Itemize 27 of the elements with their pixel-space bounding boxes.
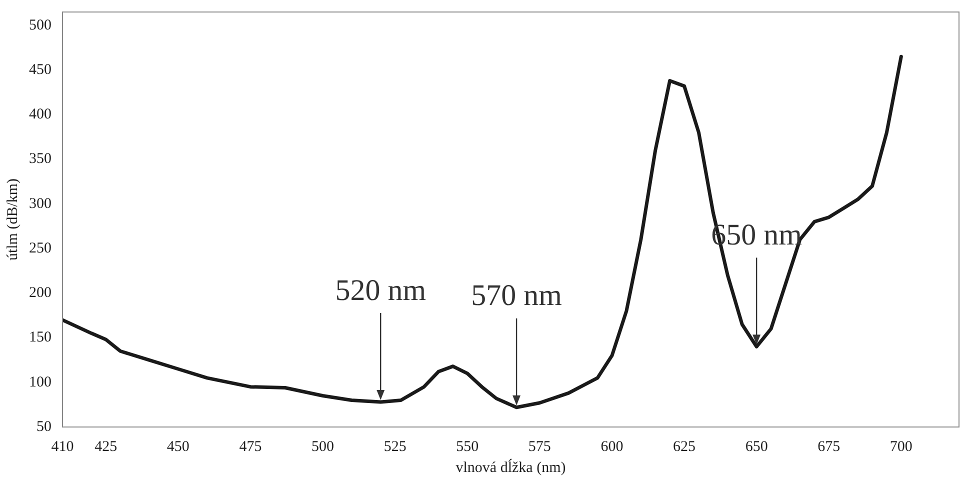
x-tick-label: 700 [890, 438, 912, 455]
x-tick-label: 600 [600, 438, 624, 455]
y-tick-label: 150 [29, 330, 52, 346]
x-tick-label: 500 [312, 438, 334, 455]
x-tick-label: 575 [528, 438, 551, 455]
x-tick-label: 650 [745, 438, 768, 455]
y-tick-label: 200 [29, 285, 52, 302]
x-tick-label: 410 [51, 438, 74, 455]
x-tick-label: 525 [384, 438, 406, 455]
x-tick-label: 450 [166, 438, 190, 455]
y-tick-label: 450 [29, 62, 52, 78]
x-axis-title: vlnová dĺžka (nm) [456, 458, 566, 476]
y-axis-title: útlm (dB/km) [4, 178, 21, 261]
y-tick-label: 400 [29, 106, 52, 123]
annotation: 570 nm [471, 279, 562, 312]
x-tick-label: 675 [818, 438, 840, 455]
y-tick-label: 250 [29, 240, 52, 256]
y-tick-label: 100 [29, 374, 52, 390]
x-tick-label: 550 [456, 438, 479, 455]
y-tick-label: 500 [29, 17, 52, 34]
x-tick-label: 625 [673, 438, 696, 455]
y-tick-label: 350 [29, 151, 52, 168]
y-tick-label: 50 [36, 418, 52, 435]
y-tick-label: 300 [29, 196, 52, 212]
annotation: 520 nm [335, 274, 426, 307]
x-tick-label: 425 [94, 438, 118, 455]
x-tick-label: 475 [239, 438, 262, 455]
